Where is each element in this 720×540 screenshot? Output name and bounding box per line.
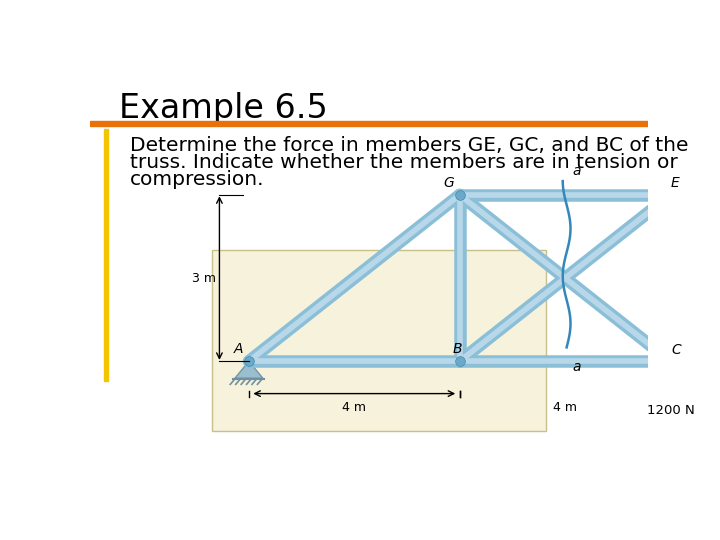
Text: 4 m: 4 m	[342, 401, 366, 414]
Text: compression.: compression.	[130, 170, 265, 190]
Text: C: C	[671, 343, 681, 357]
Text: 3 m: 3 m	[192, 272, 215, 285]
Text: truss. Indicate whether the members are in tension or: truss. Indicate whether the members are …	[130, 153, 678, 172]
Text: a: a	[573, 164, 581, 178]
Bar	[212, 249, 546, 430]
Text: G: G	[444, 176, 454, 190]
Text: Determine the force in members GE, GC, and BC of the: Determine the force in members GE, GC, a…	[130, 137, 689, 156]
Text: Example 6.5: Example 6.5	[120, 92, 328, 125]
Text: E: E	[671, 176, 680, 190]
Bar	[104, 129, 108, 381]
Text: 1200 N: 1200 N	[647, 404, 694, 417]
Text: a: a	[573, 360, 581, 374]
Text: 4 m: 4 m	[553, 401, 577, 414]
Text: B: B	[453, 342, 462, 356]
Bar	[90, 121, 648, 126]
Polygon shape	[235, 361, 263, 378]
Text: A: A	[233, 342, 243, 356]
